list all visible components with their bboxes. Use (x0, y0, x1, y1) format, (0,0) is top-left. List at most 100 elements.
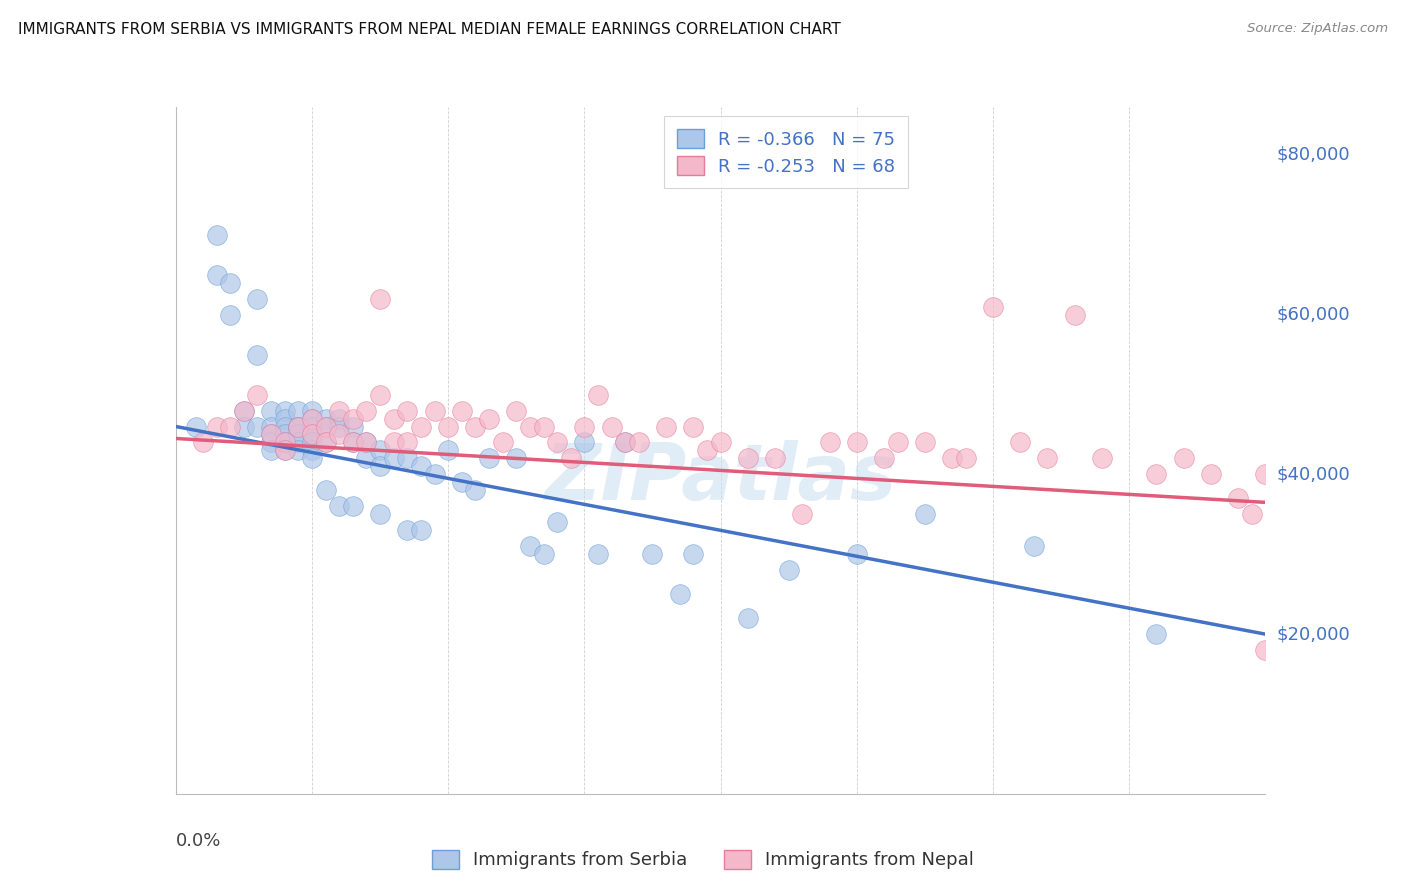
Point (328, 411, 350, 425)
Point (382, 435, 405, 450)
Text: $20,000: $20,000 (1277, 625, 1350, 643)
Point (955, 451, 977, 466)
Point (574, 435, 596, 450)
Point (546, 516, 568, 530)
Point (409, 524, 432, 538)
Point (260, 435, 283, 450)
Point (342, 419, 364, 434)
Point (315, 435, 337, 450)
Point (301, 403, 323, 417)
Text: ZIPatlas: ZIPatlas (544, 440, 897, 516)
Point (396, 403, 419, 417)
Point (981, 300, 1004, 314)
Point (301, 419, 323, 434)
Point (600, 419, 623, 434)
Point (586, 387, 609, 401)
Point (356, 435, 378, 450)
Point (232, 419, 254, 434)
Point (396, 435, 419, 450)
Point (260, 443, 283, 458)
Point (533, 547, 555, 561)
Point (1199, 467, 1222, 482)
Point (356, 435, 378, 450)
Point (260, 403, 283, 417)
Point (301, 451, 323, 466)
Point (328, 500, 350, 514)
Point (1254, 643, 1277, 657)
Text: $80,000: $80,000 (1277, 146, 1350, 164)
Point (586, 547, 609, 561)
Point (246, 348, 269, 362)
Point (328, 419, 350, 434)
Point (519, 539, 541, 553)
Point (260, 427, 283, 442)
Point (1036, 451, 1059, 466)
Point (886, 435, 908, 450)
Point (818, 435, 841, 450)
Point (246, 419, 269, 434)
Point (668, 587, 690, 601)
Legend: Immigrants from Serbia, Immigrants from Nepal: Immigrants from Serbia, Immigrants from … (423, 840, 983, 879)
Point (219, 419, 242, 434)
Point (274, 411, 297, 425)
Point (287, 443, 309, 458)
Point (505, 451, 527, 466)
Point (274, 419, 297, 434)
Point (274, 427, 297, 442)
Point (287, 419, 309, 434)
Point (328, 403, 350, 417)
Point (301, 411, 323, 425)
Point (205, 227, 228, 242)
Point (301, 427, 323, 442)
Point (246, 387, 269, 401)
Point (274, 443, 297, 458)
Point (914, 435, 936, 450)
Point (409, 419, 432, 434)
Point (478, 411, 501, 425)
Point (423, 403, 446, 417)
Point (614, 435, 637, 450)
Point (356, 451, 378, 466)
Point (763, 451, 786, 466)
Point (450, 403, 472, 417)
Point (1091, 451, 1114, 466)
Point (778, 563, 800, 577)
Point (614, 435, 637, 450)
Point (328, 427, 350, 442)
Point (627, 435, 650, 450)
Point (792, 508, 814, 522)
Point (737, 611, 759, 625)
Point (560, 451, 582, 466)
Point (368, 387, 391, 401)
Point (737, 451, 759, 466)
Point (505, 403, 527, 417)
Point (1144, 627, 1167, 641)
Point (845, 547, 868, 561)
Point (342, 435, 364, 450)
Point (914, 508, 936, 522)
Point (274, 443, 297, 458)
Point (519, 419, 541, 434)
Point (274, 435, 297, 450)
Point (478, 451, 501, 466)
Point (368, 459, 391, 474)
Point (205, 268, 228, 282)
Point (191, 435, 214, 450)
Point (941, 451, 963, 466)
Legend: R = -0.366   N = 75, R = -0.253   N = 68: R = -0.366 N = 75, R = -0.253 N = 68 (664, 116, 908, 188)
Point (423, 467, 446, 482)
Point (315, 419, 337, 434)
Point (342, 435, 364, 450)
Point (382, 451, 405, 466)
Text: Source: ZipAtlas.com: Source: ZipAtlas.com (1247, 22, 1388, 36)
Point (356, 403, 378, 417)
Point (1063, 308, 1085, 322)
Point (437, 419, 460, 434)
Point (710, 435, 733, 450)
Point (450, 475, 472, 490)
Point (1227, 491, 1250, 506)
Point (1022, 539, 1045, 553)
Point (696, 443, 718, 458)
Point (655, 419, 678, 434)
Point (368, 508, 391, 522)
